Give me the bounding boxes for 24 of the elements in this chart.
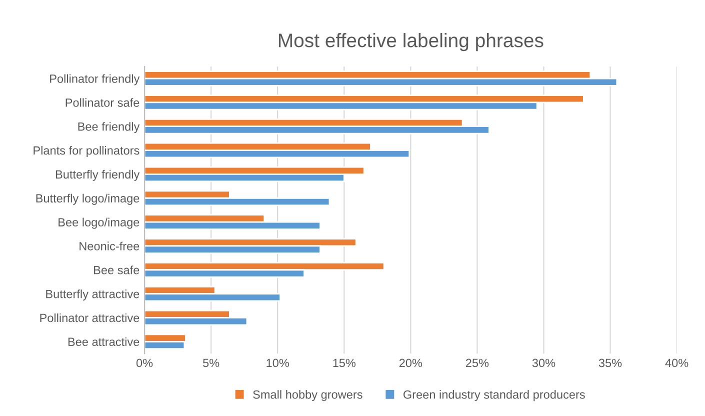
- y-tick-label: Bee safe: [94, 266, 140, 274]
- chart-title: Most effective labeling phrases: [278, 33, 544, 52]
- y-tick-label: Pollinator friendly: [50, 74, 140, 86]
- x-tick-label: 10%: [266, 358, 289, 368]
- legend-label: Small hobby growers: [253, 390, 362, 402]
- x-tick-label: 20%: [399, 358, 422, 368]
- y-tick-label: Bee logo/image: [58, 218, 140, 229]
- y-tick-label: Bee friendly: [78, 122, 140, 134]
- y-tick-label: Butterfly logo/image: [36, 194, 140, 205]
- y-tick-label: Butterfly attractive: [46, 290, 140, 301]
- x-tick-label: 0%: [136, 358, 153, 368]
- y-tick-label: Plants for pollinators: [34, 146, 140, 158]
- x-tick-label: 30%: [532, 358, 556, 368]
- x-tick-label: 15%: [333, 358, 356, 368]
- y-tick-label: Bee attractive: [68, 337, 140, 346]
- legend-label: Green industry standard producers: [403, 390, 585, 402]
- y-tick-label: Pollinator attractive: [40, 313, 140, 322]
- x-tick-label: 35%: [598, 358, 622, 368]
- x-tick-label: 40%: [665, 358, 688, 368]
- y-tick-label: Neonic-free: [80, 242, 140, 250]
- x-tick-label: 5%: [203, 358, 220, 368]
- y-tick-label: Butterfly friendly: [56, 170, 140, 181]
- x-tick-label: 25%: [466, 358, 489, 368]
- y-tick-label: Pollinator safe: [66, 98, 140, 107]
